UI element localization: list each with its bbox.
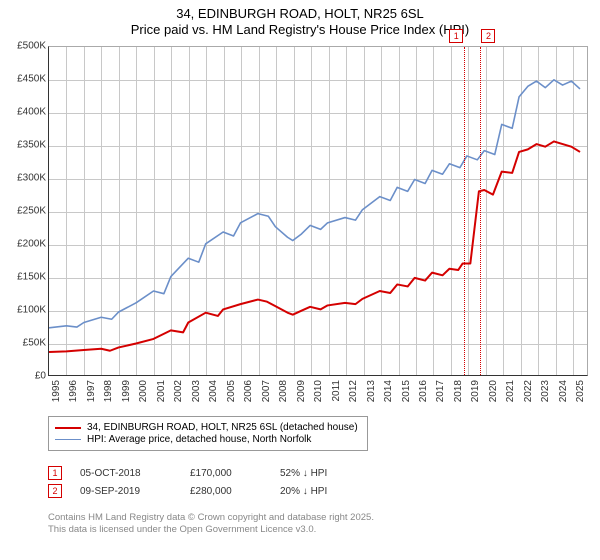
- legend-item-price-paid: 34, EDINBURGH ROAD, HOLT, NR25 6SL (deta…: [55, 422, 361, 433]
- series-price_paid: [49, 141, 580, 352]
- x-tick-label: 2021: [505, 380, 516, 402]
- footnote: Contains HM Land Registry data © Crown c…: [48, 512, 374, 537]
- event-marker-box: 2: [48, 484, 62, 498]
- x-tick-label: 2013: [366, 380, 377, 402]
- x-tick-label: 2001: [156, 380, 167, 402]
- marker-box: 1: [449, 29, 463, 43]
- y-tick-label: £450K: [2, 74, 46, 85]
- x-tick-label: 2000: [138, 380, 149, 402]
- y-tick-label: £50K: [2, 338, 46, 349]
- event-delta: 52% ↓ HPI: [280, 468, 390, 479]
- legend-swatch: [55, 439, 81, 440]
- marker-line: [464, 47, 465, 375]
- series-hpi: [49, 80, 580, 328]
- x-tick-label: 2009: [296, 380, 307, 402]
- y-tick-label: £300K: [2, 173, 46, 184]
- x-tick-label: 2023: [540, 380, 551, 402]
- x-tick-label: 2020: [488, 380, 499, 402]
- marker-line: [480, 47, 481, 375]
- event-list: 1 05-OCT-2018 £170,000 52% ↓ HPI 2 09-SE…: [48, 462, 390, 502]
- x-tick-label: 2011: [331, 380, 342, 402]
- event-date: 05-OCT-2018: [80, 468, 190, 479]
- x-tick-label: 2010: [313, 380, 324, 402]
- x-tick-label: 2012: [348, 380, 359, 402]
- title-block: 34, EDINBURGH ROAD, HOLT, NR25 6SL Price…: [0, 0, 600, 39]
- plot-area: 12: [48, 46, 588, 376]
- y-tick-label: £0: [2, 371, 46, 382]
- legend-label: 34, EDINBURGH ROAD, HOLT, NR25 6SL (deta…: [87, 422, 358, 433]
- x-tick-label: 2008: [278, 380, 289, 402]
- x-tick-label: 2015: [401, 380, 412, 402]
- y-tick-label: £500K: [2, 41, 46, 52]
- title-subtitle: Price paid vs. HM Land Registry's House …: [0, 22, 600, 37]
- x-tick-label: 2006: [243, 380, 254, 402]
- line-series: [49, 47, 587, 375]
- y-tick-label: £250K: [2, 206, 46, 217]
- x-tick-label: 2025: [575, 380, 586, 402]
- x-tick-label: 1998: [103, 380, 114, 402]
- x-tick-label: 2003: [191, 380, 202, 402]
- legend-swatch: [55, 427, 81, 429]
- event-marker-box: 1: [48, 466, 62, 480]
- y-tick-label: £350K: [2, 140, 46, 151]
- chart-container: 34, EDINBURGH ROAD, HOLT, NR25 6SL Price…: [0, 0, 600, 560]
- legend: 34, EDINBURGH ROAD, HOLT, NR25 6SL (deta…: [48, 416, 368, 451]
- x-tick-label: 1995: [51, 380, 62, 402]
- legend-label: HPI: Average price, detached house, Nort…: [87, 434, 311, 445]
- y-tick-label: £150K: [2, 272, 46, 283]
- event-price: £170,000: [190, 468, 280, 479]
- x-tick-label: 2018: [453, 380, 464, 402]
- legend-item-hpi: HPI: Average price, detached house, Nort…: [55, 434, 361, 445]
- x-tick-label: 2014: [383, 380, 394, 402]
- event-date: 09-SEP-2019: [80, 486, 190, 497]
- footnote-line: This data is licensed under the Open Gov…: [48, 524, 374, 536]
- event-price: £280,000: [190, 486, 280, 497]
- x-tick-label: 2022: [523, 380, 534, 402]
- x-tick-label: 2017: [435, 380, 446, 402]
- x-tick-label: 1996: [68, 380, 79, 402]
- y-tick-label: £100K: [2, 305, 46, 316]
- x-tick-label: 2007: [261, 380, 272, 402]
- marker-box: 2: [481, 29, 495, 43]
- x-tick-label: 2005: [226, 380, 237, 402]
- x-tick-label: 2024: [558, 380, 569, 402]
- event-row: 2 09-SEP-2019 £280,000 20% ↓ HPI: [48, 484, 390, 498]
- x-tick-label: 2002: [173, 380, 184, 402]
- y-tick-label: £200K: [2, 239, 46, 250]
- x-tick-label: 1997: [86, 380, 97, 402]
- x-tick-label: 2019: [470, 380, 481, 402]
- x-tick-label: 2004: [208, 380, 219, 402]
- event-row: 1 05-OCT-2018 £170,000 52% ↓ HPI: [48, 466, 390, 480]
- event-delta: 20% ↓ HPI: [280, 486, 390, 497]
- x-tick-label: 1999: [121, 380, 132, 402]
- y-tick-label: £400K: [2, 107, 46, 118]
- footnote-line: Contains HM Land Registry data © Crown c…: [48, 512, 374, 524]
- x-tick-label: 2016: [418, 380, 429, 402]
- title-address: 34, EDINBURGH ROAD, HOLT, NR25 6SL: [0, 6, 600, 21]
